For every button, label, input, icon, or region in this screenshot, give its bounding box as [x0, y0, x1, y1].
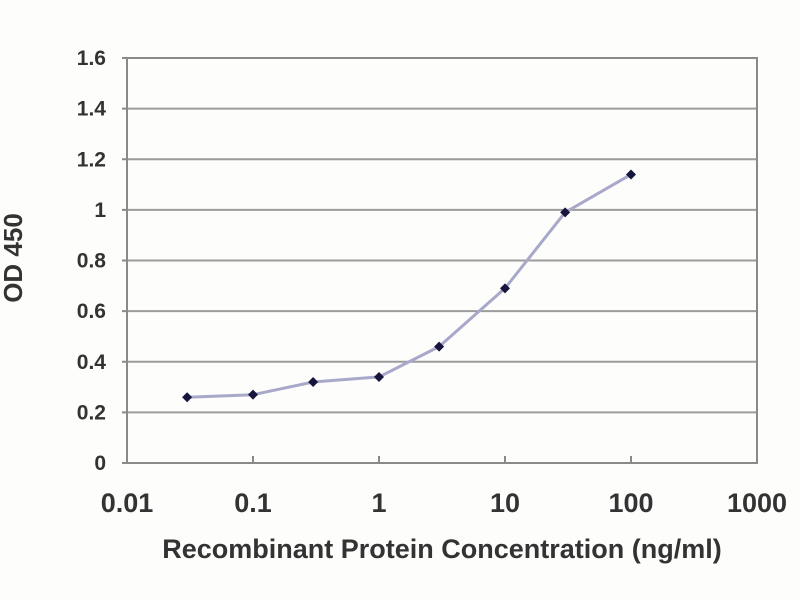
data-point-marker	[248, 389, 258, 400]
y-tick-label: 1.2	[77, 148, 106, 171]
y-tick-label: 0.8	[77, 250, 107, 273]
y-tick-label: 1	[94, 199, 106, 222]
tick-labels-group: 0 0.2 0.4 0.6 0.8 1 1.2 1.4 1.6 0.01 0.1 1 10 100 1000	[77, 47, 787, 518]
data-point-marker	[434, 341, 445, 352]
data-point-marker	[560, 207, 571, 218]
y-tick-label: 0.4	[77, 351, 107, 374]
y-axis-title: OD 450	[0, 213, 28, 303]
y-tick-label: 0.2	[77, 401, 106, 424]
plot-border	[126, 57, 758, 464]
x-tick-label: 100	[608, 488, 653, 518]
data-point-marker	[500, 283, 510, 294]
data-series-group	[182, 169, 636, 403]
y-tick-label: 0.6	[77, 300, 106, 323]
data-point-marker	[626, 169, 636, 180]
gridlines-group	[127, 107, 757, 414]
y-tick-label: 0	[94, 452, 106, 475]
series-line	[185, 172, 633, 399]
x-tick-label: 0.01	[101, 488, 154, 518]
x-tick-label: 10	[490, 488, 520, 518]
data-point-marker	[308, 377, 319, 387]
data-point-marker	[374, 371, 384, 382]
x-tick-label: 0.1	[234, 488, 272, 518]
x-axis-title: Recombinant Protein Concentration (ng/ml…	[162, 534, 722, 564]
x-tick-label: 1000	[727, 488, 787, 518]
y-tick-label: 1.6	[77, 47, 106, 70]
y-tick-label: 1.4	[77, 98, 107, 121]
data-point-marker	[182, 392, 193, 403]
x-tick-label: 1	[371, 488, 386, 518]
